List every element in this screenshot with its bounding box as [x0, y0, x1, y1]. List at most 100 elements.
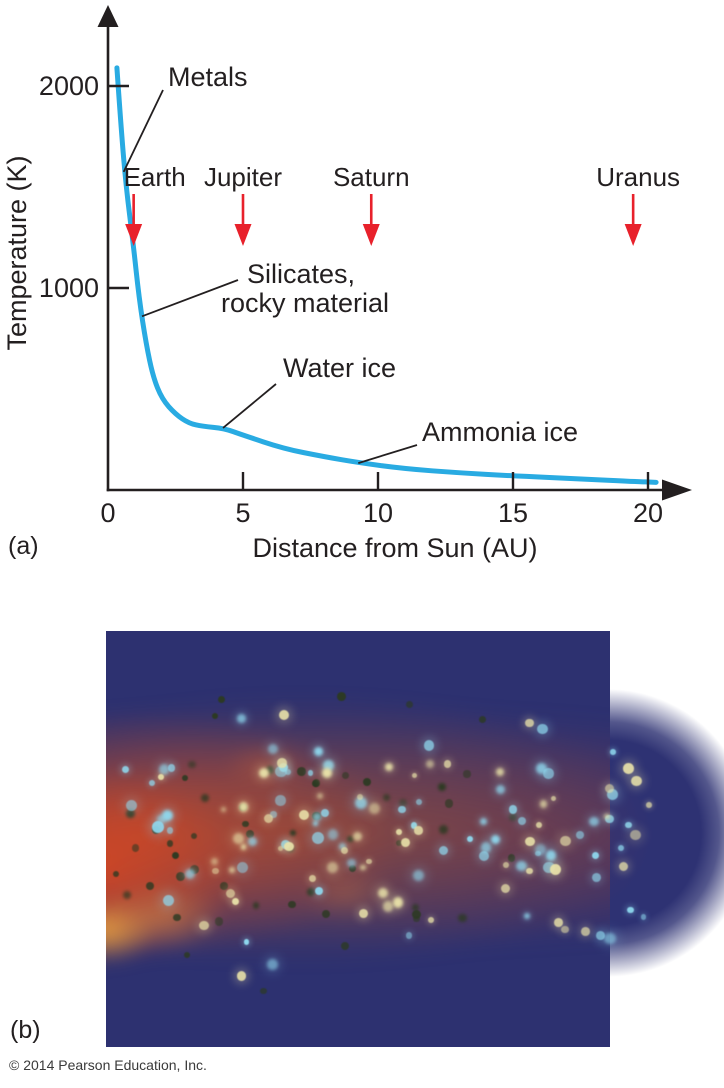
ice-grains-cream — [366, 858, 372, 864]
ice-grains-cream — [604, 784, 614, 794]
ice-grains-cream — [212, 867, 219, 875]
dust-grains-dark — [214, 917, 224, 927]
dust-grains-dark — [176, 871, 186, 881]
ice-grains-cyan — [535, 763, 547, 775]
planet-label-earth: Earth — [124, 162, 186, 192]
x-tick-label: 20 — [633, 498, 663, 528]
dust-grains-dark — [220, 882, 228, 890]
ice-grains-cyan — [162, 809, 173, 821]
dust-grains-dark — [348, 865, 356, 873]
dust-grains-dark — [253, 902, 260, 909]
planet-label-saturn: Saturn — [333, 162, 410, 192]
dust-grains-dark — [242, 821, 249, 828]
dust-grains-dark — [437, 782, 446, 791]
ice-grains-cream — [236, 970, 247, 981]
dust-grains-dark — [463, 770, 471, 778]
planet-arrow-head — [125, 224, 143, 246]
dust-grains-dark — [287, 845, 294, 852]
ice-grains-cyan — [480, 842, 492, 853]
annotation-label: rocky material — [221, 288, 389, 318]
ice-grains-cyan — [618, 844, 625, 851]
ice-grains-cream — [382, 901, 394, 912]
dust-grains-dark — [362, 777, 371, 786]
dust-grains-dark — [126, 809, 135, 818]
ice-grains-cream — [525, 718, 534, 728]
ice-grains-cyan — [543, 861, 555, 874]
ice-grains-cyan — [312, 832, 325, 845]
panel-a-label: (a) — [8, 532, 39, 560]
dust-grains-dark — [266, 765, 275, 774]
ice-grains-cyan — [405, 932, 412, 939]
ice-grains-cream — [503, 862, 510, 869]
ice-grains-cyan — [545, 850, 557, 861]
ice-grains-cream — [199, 920, 209, 931]
dust-grains-dark — [166, 840, 174, 847]
ice-grains-cream — [220, 806, 227, 813]
planet-label-uranus: Uranus — [596, 162, 680, 192]
ice-grains-cyan — [347, 858, 356, 868]
ice-grains-cream — [630, 829, 641, 841]
dust-grains-dark — [190, 832, 197, 840]
ice-grains-cyan — [162, 894, 175, 907]
ice-grains-cream — [356, 794, 363, 801]
ice-grains-cyan — [275, 795, 286, 806]
dust-grains-dark — [307, 888, 316, 897]
ice-grains-cream — [580, 927, 590, 936]
ice-grains-cream — [232, 897, 240, 906]
ice-grains-cyan — [603, 932, 616, 945]
ice-grains-cyan — [412, 869, 425, 882]
dust-grains-dark — [245, 829, 255, 839]
nebula-background — [106, 631, 610, 1047]
ice-grains-cream — [554, 918, 564, 927]
dust-grains-dark — [259, 987, 267, 995]
dust-grains-dark — [337, 691, 347, 701]
dust-grains-dark — [290, 829, 297, 837]
ice-grains-cyan — [479, 851, 490, 862]
ice-grains-cyan — [267, 744, 278, 755]
ice-grains-cream — [560, 835, 571, 847]
ice-grains-cyan — [320, 809, 329, 817]
ice-grains-cyan — [575, 831, 584, 839]
dust-grains-dark — [181, 774, 189, 782]
temperature-distance-chart: 2000 1000 0 5 10 15 20 Temperature (K) Distance … — [2, 5, 692, 563]
y-axis-arrowhead — [97, 5, 119, 27]
ice-grains-cyan — [423, 740, 435, 751]
ice-grains-cyan — [121, 765, 129, 773]
dust-grains-dark — [406, 700, 414, 709]
nebula-bulge — [458, 683, 724, 983]
ice-grains-cyan — [508, 805, 518, 815]
ice-grains-cyan — [281, 840, 291, 849]
ice-grains-cyan — [640, 914, 646, 920]
ice-grains-cream — [360, 864, 366, 870]
ice-grains-cyan — [524, 912, 531, 919]
ice-grains-cyan — [438, 845, 449, 856]
ice-grains-cream — [239, 802, 249, 812]
y-tick-label: 2000 — [39, 71, 99, 101]
annotation-leader-line — [358, 444, 418, 464]
dust-grains-dark — [173, 913, 181, 922]
annotation-label: Water ice — [283, 353, 396, 383]
ice-grains-cream — [233, 832, 244, 844]
ice-grains-cream — [158, 774, 164, 780]
ice-grains-cream — [284, 841, 294, 852]
dust-grains-dark — [508, 812, 518, 822]
dust-grains-dark — [239, 803, 247, 811]
ice-grains-cyan — [610, 749, 616, 755]
dust-grains-dark — [458, 914, 467, 923]
ice-grains-cyan — [479, 818, 487, 826]
ice-grains-cyan — [466, 836, 473, 843]
ice-grains-cream — [378, 887, 389, 898]
x-tick-label: 10 — [363, 498, 393, 528]
dust-grains-dark — [411, 904, 419, 912]
ice-grains-cyan — [537, 723, 548, 735]
ice-grains-cream — [495, 767, 505, 777]
ice-grains-cyan — [534, 843, 546, 855]
planet-label-jupiter: Jupiter — [204, 162, 282, 192]
ice-grains-cream — [263, 813, 273, 823]
ice-grains-cream — [425, 759, 435, 768]
ice-grains-cyan — [158, 764, 170, 775]
ice-grains-cream — [259, 767, 270, 778]
ice-grains-cyan — [591, 851, 599, 859]
x-tick-label: 0 — [100, 498, 115, 528]
